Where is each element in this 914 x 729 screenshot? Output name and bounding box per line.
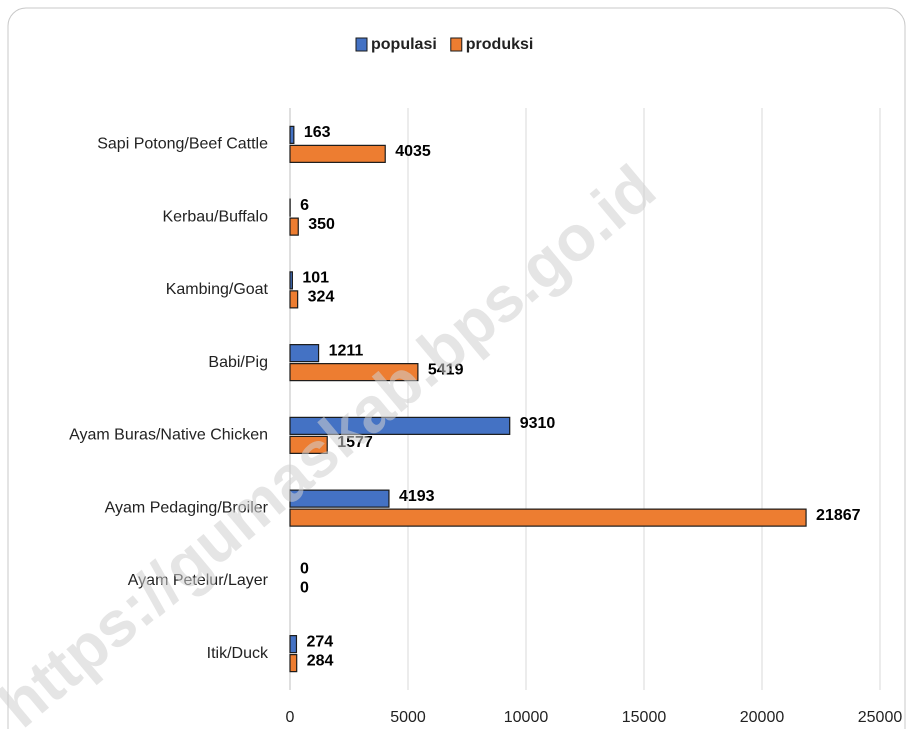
bar: [289, 508, 807, 527]
y-tick-label: Ayam Pedaging/Broiler: [105, 499, 269, 516]
x-tick-label: 5000: [390, 709, 426, 726]
data-label: 1577: [337, 434, 373, 451]
bar: [289, 635, 298, 654]
data-label: 1211: [329, 342, 364, 359]
legend-label: produksi: [466, 36, 534, 53]
data-label: 0: [300, 561, 309, 578]
data-label: 5419: [428, 361, 464, 378]
legend-swatch: [355, 37, 368, 52]
y-tick-label: Itik/Duck: [207, 645, 269, 662]
bar: [289, 654, 298, 673]
bar: [289, 363, 419, 382]
bar: [289, 290, 299, 309]
data-label: 284: [307, 652, 334, 669]
y-tick-label: Ayam Buras/Native Chicken: [69, 427, 268, 444]
data-label: 6: [300, 197, 309, 214]
data-label: 0: [300, 580, 309, 597]
bar: [289, 344, 320, 363]
data-label: 274: [306, 633, 333, 650]
legend-swatch: [450, 37, 463, 52]
bar: [289, 435, 328, 454]
bar: [289, 125, 295, 144]
y-tick-label: Kerbau/Buffalo: [162, 208, 268, 225]
bar: [289, 489, 390, 508]
data-label: 9310: [520, 415, 556, 432]
data-label: 21867: [816, 507, 861, 524]
bar: [289, 271, 293, 290]
y-tick-label: Ayam Petelur/Layer: [128, 572, 269, 589]
y-tick-label: Babi/Pig: [208, 354, 268, 371]
bar: [289, 416, 511, 435]
x-tick-label: 15000: [622, 709, 667, 726]
y-tick-label: Kambing/Goat: [166, 281, 269, 298]
data-label: 4035: [395, 143, 431, 160]
y-tick-label: Sapi Potong/Beef Cattle: [97, 136, 268, 153]
x-tick-label: 20000: [740, 709, 785, 726]
data-label: 4193: [399, 488, 435, 505]
x-tick-label: 0: [286, 709, 295, 726]
data-label: 101: [302, 270, 329, 287]
chart-border: [7, 7, 906, 729]
data-label: 350: [308, 216, 335, 233]
x-tick-label: 25000: [858, 709, 903, 726]
data-label: 324: [308, 289, 335, 306]
data-label: 163: [304, 124, 331, 141]
legend-label: populasi: [371, 36, 437, 53]
bar: [289, 144, 386, 163]
x-tick-label: 10000: [504, 709, 549, 726]
bar: [289, 217, 299, 236]
